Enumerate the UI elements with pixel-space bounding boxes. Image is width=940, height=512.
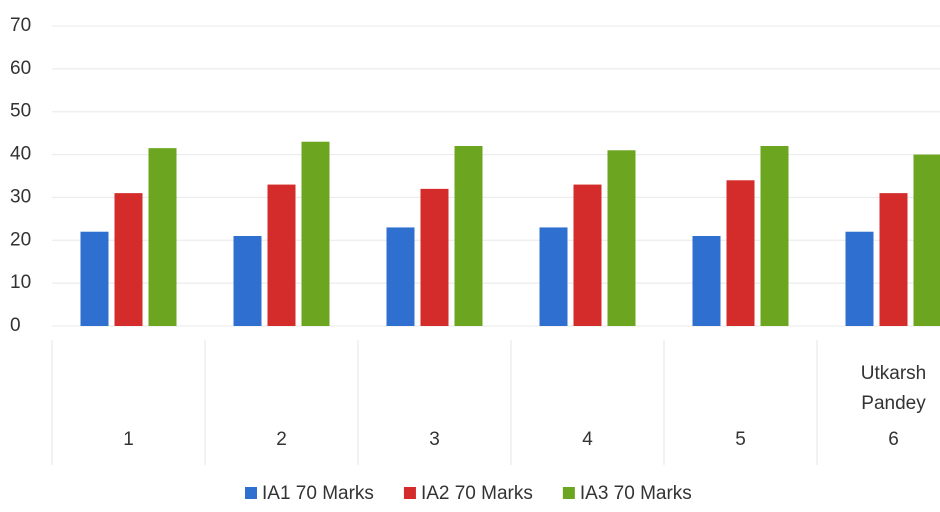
bar [879,193,908,326]
category-number: 6 [888,429,899,450]
bar [386,227,415,326]
legend-swatch [403,487,416,499]
x-tick-label: Utkarsh Pandey [861,363,926,414]
bar [539,227,568,326]
legend-label: IA1 70 Marks [262,483,374,504]
y-tick-label: 20 [10,229,31,250]
bar [607,150,636,326]
bar [760,146,789,326]
bar [913,154,940,326]
y-tick-label: 40 [10,144,31,165]
y-tick-label: 70 [10,15,31,36]
legend-swatch [245,487,257,499]
category-number: 3 [429,429,440,450]
category-number: 2 [276,429,287,450]
bar [692,236,721,326]
bar [454,146,483,326]
y-tick-label: 60 [10,58,31,79]
y-tick-label: 50 [10,101,31,122]
bar [233,236,262,326]
legend-swatch [562,487,575,499]
legend-label: IA2 70 Marks [421,483,533,504]
y-tick-label: 30 [10,186,31,207]
bar [148,148,177,326]
category-number: 5 [735,429,746,450]
bar [845,231,874,326]
bar [726,180,755,326]
bar [80,231,109,326]
y-tick-label: 0 [10,315,21,336]
legend-label: IA3 70 Marks [580,483,692,504]
bar [114,193,143,326]
bar [573,184,602,326]
y-tick-label: 10 [10,272,31,293]
category-number: 4 [582,429,593,450]
bar [420,188,449,326]
category-number: 1 [123,429,134,450]
bar [267,184,296,326]
bar [301,141,330,326]
